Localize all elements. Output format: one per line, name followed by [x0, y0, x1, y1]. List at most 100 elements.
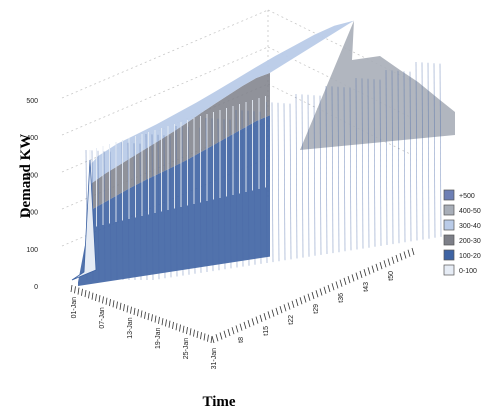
- z-tick-label: 400: [26, 135, 38, 142]
- surface-mesh-line: [373, 79, 376, 247]
- surface-mesh-line: [217, 118, 220, 271]
- date-axis-tick: [95, 293, 97, 301]
- legend-label: +500: [459, 193, 475, 200]
- time-axis-tick: [379, 261, 383, 270]
- time-axis-tick: [307, 293, 311, 301]
- time-axis-tick: [231, 327, 235, 335]
- surface-mesh-line: [397, 70, 400, 244]
- time-axis-tick: [323, 286, 327, 294]
- time-axis-tick: [279, 305, 283, 314]
- time-axis-tick: [235, 325, 239, 333]
- time-axis-tick: [331, 283, 335, 291]
- surface-mesh-line: [331, 86, 334, 254]
- surface-mesh-line: [187, 126, 190, 275]
- surface-mesh-line: [253, 111, 256, 265]
- time-axis-tick: [223, 330, 227, 338]
- date-tick-label: 07-Jan: [99, 307, 106, 329]
- date-axis-tick: [119, 302, 122, 310]
- time-axis-tick: [267, 311, 271, 319]
- surface-mesh-line: [247, 110, 250, 266]
- legend-label: 200-30: [459, 238, 481, 245]
- z-tick-label: 200: [26, 210, 38, 217]
- date-axis-tick: [182, 325, 185, 333]
- surface-mesh-line: [241, 110, 244, 267]
- surface-mesh-line: [319, 95, 322, 255]
- time-axis-tick: [311, 291, 315, 300]
- time-axis-tick: [271, 309, 275, 317]
- time-axis-tick: [407, 249, 411, 257]
- date-axis-tick: [140, 310, 143, 318]
- time-tick-label: t15: [263, 326, 270, 336]
- time-axis-tick: [219, 332, 223, 340]
- time-axis-tick: [391, 256, 395, 264]
- date-tick-label: 25-Jan: [183, 338, 190, 360]
- date-axis-tick: [133, 307, 136, 316]
- z-tick-label: 100: [26, 247, 38, 254]
- date-axis-tick: [144, 311, 146, 319]
- time-axis-tick: [247, 320, 251, 328]
- time-axis-tick: [215, 334, 219, 342]
- surface-mesh-line: [439, 63, 442, 237]
- date-axis-tick: [137, 309, 139, 317]
- surface-mesh-line: [409, 71, 412, 242]
- surface-mesh-line: [421, 62, 424, 240]
- surface-mesh-line: [343, 87, 346, 252]
- legend: +500 400-50 300-40 200-30 100-20 0-100: [443, 189, 481, 276]
- surface-mesh-line: [175, 125, 178, 277]
- surface-mesh-line: [355, 77, 358, 250]
- time-axis-tick: [383, 260, 387, 268]
- date-axis-tick: [193, 329, 195, 337]
- y-axis-title: Demand KW: [18, 134, 34, 219]
- legend-label: 100-20: [459, 253, 481, 260]
- time-axis-tick: [295, 298, 299, 307]
- surface-mesh-line: [223, 119, 226, 270]
- surface-mesh-line: [229, 119, 232, 269]
- time-axis-tick: [355, 272, 359, 280]
- surface-mesh-line: [181, 126, 184, 276]
- grid-line-400: [61, 46, 269, 136]
- date-axis-tick: [112, 300, 115, 308]
- time-axis-tick: [299, 297, 303, 305]
- date-axis-tick: [126, 305, 129, 313]
- surface-start-edge: [71, 159, 97, 281]
- date-axis-tick: [151, 314, 153, 322]
- z-tick-label: 300: [26, 172, 38, 179]
- time-axis-tick: [395, 254, 399, 263]
- x-axis-title: Time: [202, 394, 235, 410]
- date-axis-tick: [105, 297, 108, 305]
- date-axis-tick: [98, 295, 101, 303]
- legend-swatch: [443, 204, 455, 216]
- date-axis-tick: [70, 284, 73, 293]
- time-tick-label: t43: [363, 282, 370, 292]
- time-axis-tick: [387, 258, 391, 266]
- surface-mesh-line: [289, 103, 292, 260]
- time-axis-tick: [347, 276, 351, 284]
- time-axis-tick: [363, 269, 367, 277]
- date-axis-tick: [168, 320, 171, 328]
- time-axis-tick: [315, 290, 319, 298]
- date-axis-tick: [196, 330, 199, 338]
- surface-mesh-line: [163, 135, 166, 279]
- time-axis-tick: [227, 328, 231, 337]
- floor-axes: 01-Jan 07-Jan 13-Jan 19-Jan 25-Jan 31-Jan t8 t1…: [70, 247, 415, 369]
- surface-mesh-line: [427, 62, 430, 239]
- surface-mesh-line: [403, 71, 406, 243]
- legend-swatch: [443, 189, 455, 201]
- surface-mesh-line: [313, 95, 316, 256]
- date-axis-tick: [203, 333, 206, 341]
- date-axis-tick: [172, 321, 174, 330]
- surface-ridge: [300, 20, 455, 150]
- grid-line-500: [61, 9, 269, 99]
- surface-mesh-line: [97, 150, 100, 281]
- date-axis-tick: [84, 290, 87, 298]
- date-axis-tick: [147, 312, 150, 321]
- surface-mesh-line: [337, 86, 340, 253]
- surface-mesh-line: [325, 85, 328, 255]
- date-axis-tick: [88, 291, 90, 299]
- time-axis-tick: [239, 323, 243, 331]
- z-axis: 0 100 200 300 400 500: [26, 98, 38, 291]
- time-axis-tick: [283, 304, 287, 312]
- date-axis-tick: [116, 301, 118, 309]
- time-axis-tick: [399, 253, 403, 261]
- surface-mesh-line: [433, 63, 436, 238]
